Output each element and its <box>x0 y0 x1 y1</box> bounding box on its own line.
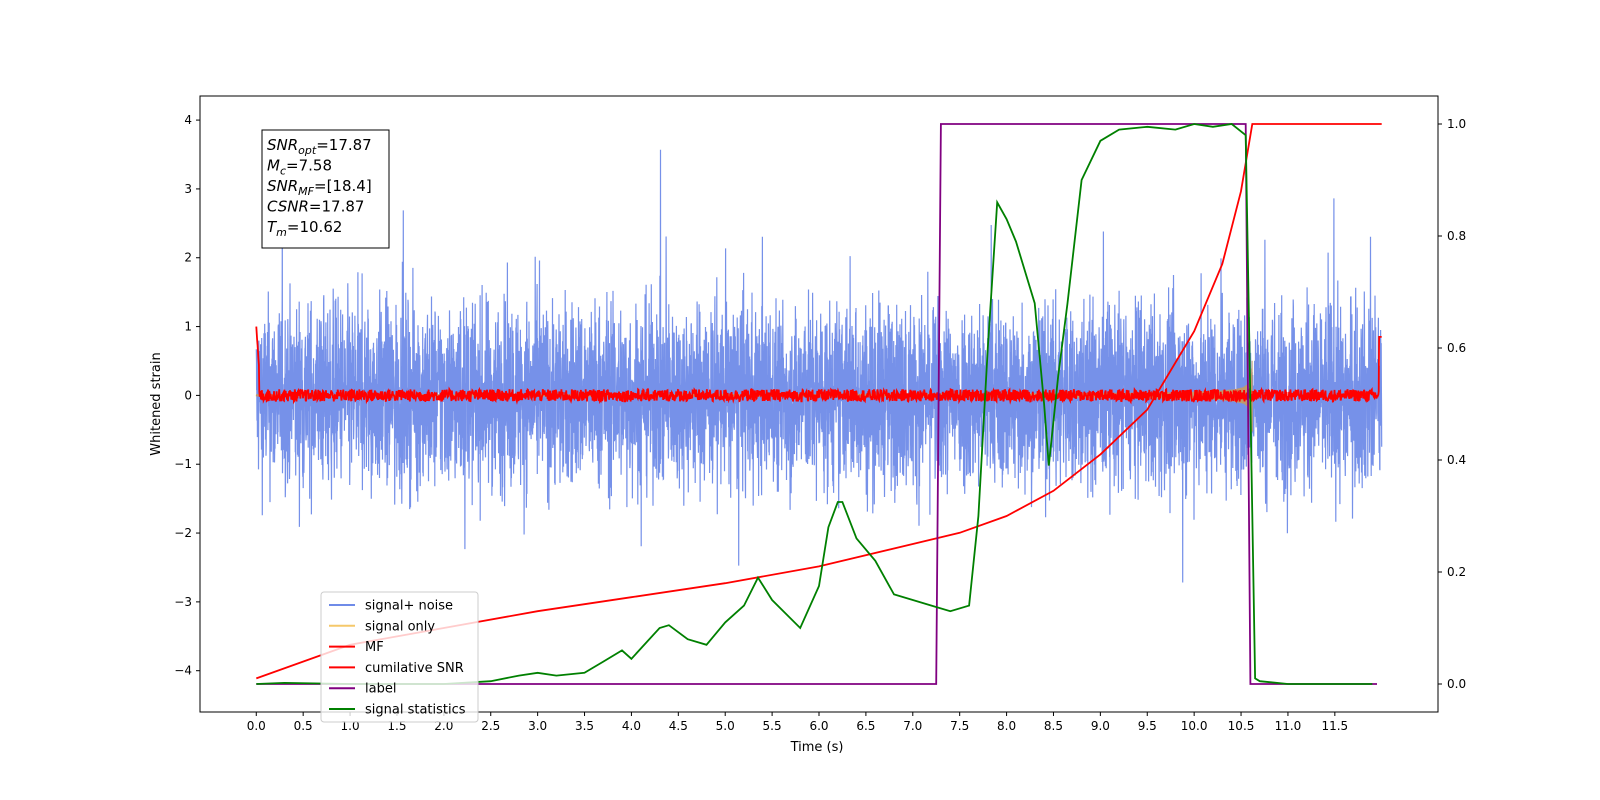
x-tick-label: 3.5 <box>575 719 594 733</box>
x-tick-label: 5.0 <box>716 719 735 733</box>
y-right-tick-label: 0.8 <box>1447 229 1466 243</box>
series-cumilative-snr-line <box>255 123 1382 680</box>
annotation-line: Mc=7.58 <box>267 157 332 178</box>
y-right-tick-label: 0.4 <box>1447 453 1466 467</box>
y-tick-label: −1 <box>174 457 192 471</box>
x-tick-label: 7.5 <box>950 719 969 733</box>
y-right-tick-label: 0.6 <box>1447 341 1466 355</box>
x-tick-label: 11.5 <box>1321 719 1348 733</box>
x-tick-label: 0.0 <box>247 719 266 733</box>
annotation-line: Tm=10.62 <box>267 218 342 239</box>
x-tick-label: 4.0 <box>622 719 641 733</box>
series-signal-statistics-line <box>256 123 1373 685</box>
plot-area <box>255 123 1383 685</box>
series-label-line <box>256 123 1377 685</box>
x-tick-label: 2.5 <box>481 719 500 733</box>
x-tick-label: 5.5 <box>763 719 782 733</box>
x-tick-label: 10.0 <box>1181 719 1208 733</box>
x-tick-label: 3.0 <box>528 719 547 733</box>
legend-frame <box>320 591 479 723</box>
series-mf-line <box>255 326 1382 405</box>
x-tick-label: 8.0 <box>997 719 1016 733</box>
annotation-line: SNRMF=[18.4] <box>267 177 372 198</box>
y-tick-label: −3 <box>174 595 192 609</box>
x-tick-label: 9.5 <box>1138 719 1157 733</box>
x-tick-label: 10.5 <box>1228 719 1255 733</box>
y-tick-label: −4 <box>174 664 192 678</box>
annotation-box-frame <box>261 129 390 249</box>
x-tick-label: 4.5 <box>669 719 688 733</box>
y-tick-label: 0 <box>184 388 192 402</box>
y-tick-label: 3 <box>184 182 192 196</box>
y-right-tick-label: 1.0 <box>1447 117 1466 131</box>
y-right-tick-label: 0.0 <box>1447 677 1466 691</box>
series-signal-noise-line <box>255 149 1383 583</box>
annotation-line: CSNR=17.87 <box>267 198 364 216</box>
x-axis: 0.0 0.5 1.0 1.5 2.0 2.5 3.0 3.5 4.0 4.5 5.0 5.5 6.0 6… <box>247 712 1348 733</box>
x-tick-label: 6.5 <box>856 719 875 733</box>
x-tick-label: 6.0 <box>809 719 828 733</box>
annotation-line: SNRopt=17.87 <box>267 136 372 157</box>
y-tick-label: 1 <box>184 320 192 334</box>
x-tick-label: 7.0 <box>903 719 922 733</box>
y-right-tick-label: 0.2 <box>1447 565 1466 579</box>
legend: signal+ noise signal only MF cumilative SNR… <box>320 591 479 723</box>
x-axis-label: Time (s) <box>790 740 844 755</box>
legend-label: MF <box>365 640 384 655</box>
legend-label: cumilative SNR <box>365 661 464 676</box>
y-axis-right: 1.0 0.8 0.6 0.4 0.2 0.0 <box>1438 117 1466 691</box>
legend-label: label <box>365 682 396 697</box>
x-tick-label: 8.5 <box>1044 719 1063 733</box>
y-tick-label: −2 <box>174 526 192 540</box>
x-tick-label: 0.5 <box>294 719 313 733</box>
x-tick-label: 9.0 <box>1091 719 1110 733</box>
y-axis-label: Whitened strain <box>149 352 164 455</box>
legend-label: signal only <box>365 619 435 634</box>
legend-label: signal+ noise <box>365 599 453 614</box>
annotation-box: SNRopt=17.87Mc=7.58SNRMF=[18.4]CSNR=17.8… <box>261 129 390 249</box>
y-tick-label: 4 <box>184 113 192 127</box>
y-axis-left: 4 3 2 1 0 −1 −2 −3 −4 <box>174 113 200 678</box>
x-tick-label: 11.0 <box>1275 719 1302 733</box>
y-tick-label: 2 <box>184 251 192 265</box>
legend-label: signal statistics <box>365 703 466 718</box>
